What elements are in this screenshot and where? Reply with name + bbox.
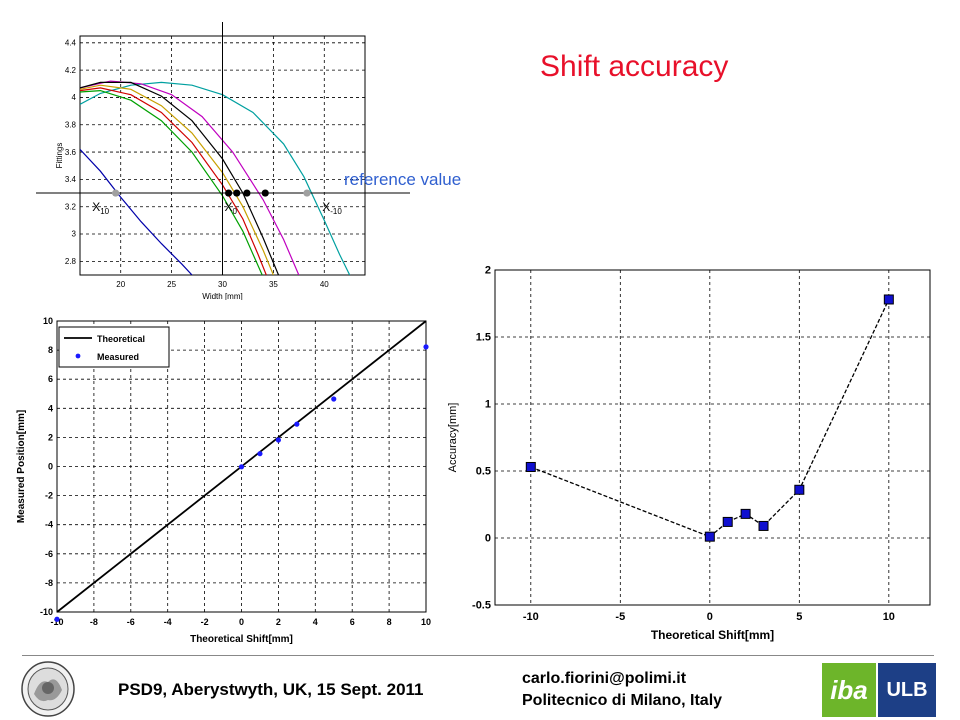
y-tick-label: 4 [48,403,53,413]
reference-marker [261,189,269,197]
y-tick-label: 10 [43,316,53,326]
x-axis-label: Theoretical Shift[mm] [651,628,774,642]
y-tick-label: 2 [48,432,53,442]
x-tick-label: 8 [387,617,392,627]
y-axis-label: Measured Position[mm] [16,410,27,523]
y-tick-label: -4 [45,520,53,530]
slide-title: Shift accuracy [540,50,729,83]
y-tick-label: 0 [48,462,53,472]
y-tick-label: -8 [45,578,53,588]
accuracy-point [758,520,769,531]
reference-marker [303,189,311,197]
measured-point [238,464,245,470]
y-tick-label: 4.2 [65,66,77,75]
fitting-curve-1 [80,81,351,275]
x-tick-label: -10 [523,611,539,623]
legend: Theoretical Measured [58,326,170,368]
y-tick-label: 6 [48,374,53,384]
y-tick-label: 0.5 [476,466,491,478]
x-tick-label: 6 [350,617,355,627]
measured-point [257,451,263,457]
legend-box [58,326,170,368]
footer-divider [22,655,934,656]
y-tick-label: -2 [45,491,53,501]
x-tick-label: 4 [313,617,318,627]
accuracy-point [883,294,894,305]
x-axis-label: Width [mm] [202,292,242,300]
fitting-curve-0 [80,148,193,275]
legend-theoretical-label: Theoretical [97,334,145,344]
accuracy-chart: -10 -5 0 5 10 -0.5 0 0.5 1 1.5 2 Theoretical Shift[… [447,265,931,642]
y-tick-label: 3 [72,230,77,239]
x-tick-label: 25 [167,280,176,289]
x-tick-label: -8 [90,617,98,627]
x-tick-label: -6 [127,617,135,627]
x-tick-label: 2 [276,617,281,627]
y-tick-label: 3.2 [65,202,77,211]
x-tick-label: 10 [421,617,431,627]
y-tick-label: 2.8 [65,257,77,266]
polimi-seal-logo [21,661,75,717]
y-axis-label: Fittings [55,143,64,169]
footer-email[interactable]: carlo.fiorini@polimi.it [522,670,687,687]
x-tick-label: 10 [883,611,895,623]
accuracy-point [525,461,536,472]
reference-value-label: reference value [344,170,462,189]
measured-point [423,344,429,350]
measured-point [275,437,281,443]
footer-conference: PSD9, Aberystwyth, UK, 15 Sept. 2011 [118,680,424,699]
y-tick-label: 1 [485,399,491,411]
measured-point [294,421,300,427]
x-tick-label: -10 [50,617,63,627]
x-tick-label: -5 [615,611,625,623]
x-axis-label: Theoretical Shift[mm] [190,634,293,645]
reference-marker [225,189,233,197]
x-tick-label: 20 [116,280,125,289]
fitting-curve-3 [80,81,280,275]
y-tick-label: 8 [48,345,53,355]
y-tick-label: -6 [45,549,53,559]
accuracy-point [794,484,805,495]
legend-measured-label: Measured [97,352,139,362]
y-tick-label: -10 [40,607,53,617]
accuracy-point [722,516,733,527]
ulb-logo: ULB [878,663,936,717]
plot-area [494,269,931,606]
reference-marker [233,189,241,197]
y-tick-label: 2 [485,265,491,277]
x-tick-label: 40 [320,280,329,289]
y-tick-label: 0 [485,533,491,545]
footer-institution: Politecnico di Milano, Italy [522,692,723,709]
measured-point [54,616,60,622]
measured-position-chart: -10 -8 -6 -4 -2 0 2 4 6 8 10 -10 -8 -6 -4 -2 0 2 4 6 8 10 Theo… [16,316,431,645]
accuracy-point [704,531,715,542]
x-tick-label: 30 [218,280,227,289]
x-tick-label: -4 [164,617,172,627]
fitting-curve-5 [80,87,267,275]
accuracy-point [740,508,751,519]
y-tick-label: 3.4 [65,175,77,184]
fitting-curve-6 [80,89,263,275]
footer-contact: carlo.fiorini@polimi.it Politecnico di M… [522,668,722,712]
iba-logo: iba [822,663,876,717]
y-tick-label: 4.4 [65,38,77,47]
x-tick-label: -2 [201,617,209,627]
reference-marker [112,189,120,197]
fitting-curve-4 [80,84,274,275]
measured-point [331,396,337,402]
y-axis-label: Accuracy[mm] [447,403,459,473]
y-tick-label: 4 [72,93,77,102]
y-tick-label: 3.6 [65,148,77,157]
x-tick-label: 0 [707,611,713,623]
legend-measured-swatch [75,353,81,359]
y-tick-label: -0.5 [472,600,491,612]
y-tick-label: 3.8 [65,120,77,129]
x-tick-label: 0 [239,617,244,627]
reference-marker [243,189,251,197]
y-tick-label: 1.5 [476,332,491,344]
x-tick-label: 5 [796,611,802,623]
x-tick-label: 35 [269,280,278,289]
